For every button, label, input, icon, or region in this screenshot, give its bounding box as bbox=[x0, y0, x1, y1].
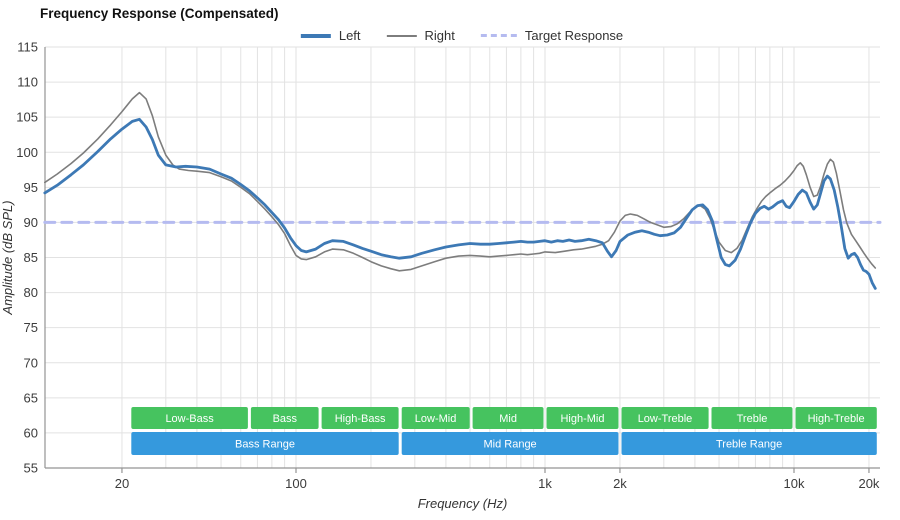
legend-label-target-response: Target Response bbox=[524, 28, 624, 43]
legend-item-left[interactable]: Left bbox=[300, 28, 361, 43]
band-label-mid: Mid bbox=[499, 413, 517, 425]
x-tick-label: 20k bbox=[858, 476, 879, 491]
band-bass-range[interactable] bbox=[131, 432, 399, 455]
chart-title: Frequency Response (Compensated) bbox=[40, 6, 279, 21]
series-line-left bbox=[43, 117, 877, 290]
y-tick-label: 95 bbox=[24, 180, 38, 195]
y-tick-label: 100 bbox=[16, 145, 38, 160]
legend-swatch-target-response-line bbox=[480, 34, 517, 37]
y-tick-label: 115 bbox=[17, 40, 38, 55]
y-tick-label: 65 bbox=[24, 390, 38, 405]
legend-label-left: Left bbox=[338, 28, 361, 43]
y-tick-label: 110 bbox=[17, 75, 38, 90]
band-mid[interactable] bbox=[472, 407, 544, 429]
y-tick-label: 80 bbox=[24, 285, 38, 300]
band-low-mid[interactable] bbox=[401, 407, 470, 429]
band-low-treble[interactable] bbox=[621, 407, 709, 429]
y-tick-label: 105 bbox=[16, 110, 38, 125]
x-axis-label: Frequency (Hz) bbox=[418, 496, 508, 511]
legend-item-right[interactable]: Right bbox=[386, 28, 455, 43]
band-label-low-bass: Low-Bass bbox=[165, 413, 214, 425]
legend-item-target-response[interactable]: Target Response bbox=[480, 28, 624, 43]
band-label-mid-range: Mid Range bbox=[483, 439, 536, 451]
band-high-bass[interactable] bbox=[321, 407, 399, 429]
y-tick-label: 75 bbox=[24, 320, 38, 335]
y-tick-label: 70 bbox=[24, 355, 38, 370]
y-axis-label: Amplitude (dB SPL) bbox=[0, 200, 15, 315]
x-tick-label: 2k bbox=[613, 476, 627, 491]
band-high-mid[interactable] bbox=[546, 407, 619, 429]
x-tick-label: 10k bbox=[784, 476, 805, 491]
band-low-bass[interactable] bbox=[131, 407, 248, 429]
band-label-low-treble: Low-Treble bbox=[638, 413, 693, 425]
band-label-high-mid: High-Mid bbox=[560, 413, 604, 425]
legend-label-right: Right bbox=[424, 28, 455, 43]
x-tick-label: 20 bbox=[115, 476, 129, 491]
x-tick-label: 1k bbox=[538, 476, 552, 491]
band-mid-range[interactable] bbox=[401, 432, 619, 455]
band-label-bass: Bass bbox=[273, 413, 298, 425]
series-line-right bbox=[43, 91, 877, 272]
band-bass[interactable] bbox=[250, 407, 319, 429]
band-label-high-bass: High-Bass bbox=[335, 413, 386, 425]
chart-legend: Left Right Target Response bbox=[300, 28, 624, 43]
band-label-bass-range: Bass Range bbox=[235, 439, 295, 451]
x-tick-label: 100 bbox=[285, 476, 307, 491]
legend-swatch-right-line bbox=[386, 34, 417, 37]
y-tick-label: 85 bbox=[24, 250, 38, 265]
band-label-treble-range: Treble Range bbox=[716, 439, 782, 451]
y-tick-label: 60 bbox=[24, 425, 38, 440]
band-treble[interactable] bbox=[711, 407, 793, 429]
band-label-low-mid: Low-Mid bbox=[415, 413, 457, 425]
band-treble-range[interactable] bbox=[621, 432, 877, 455]
y-tick-label: 55 bbox=[24, 461, 38, 476]
band-high-treble[interactable] bbox=[795, 407, 877, 429]
band-label-treble: Treble bbox=[737, 413, 768, 425]
y-tick-label: 90 bbox=[24, 215, 38, 230]
band-label-high-treble: High-Treble bbox=[808, 413, 865, 425]
legend-swatch-left-line bbox=[300, 33, 331, 38]
